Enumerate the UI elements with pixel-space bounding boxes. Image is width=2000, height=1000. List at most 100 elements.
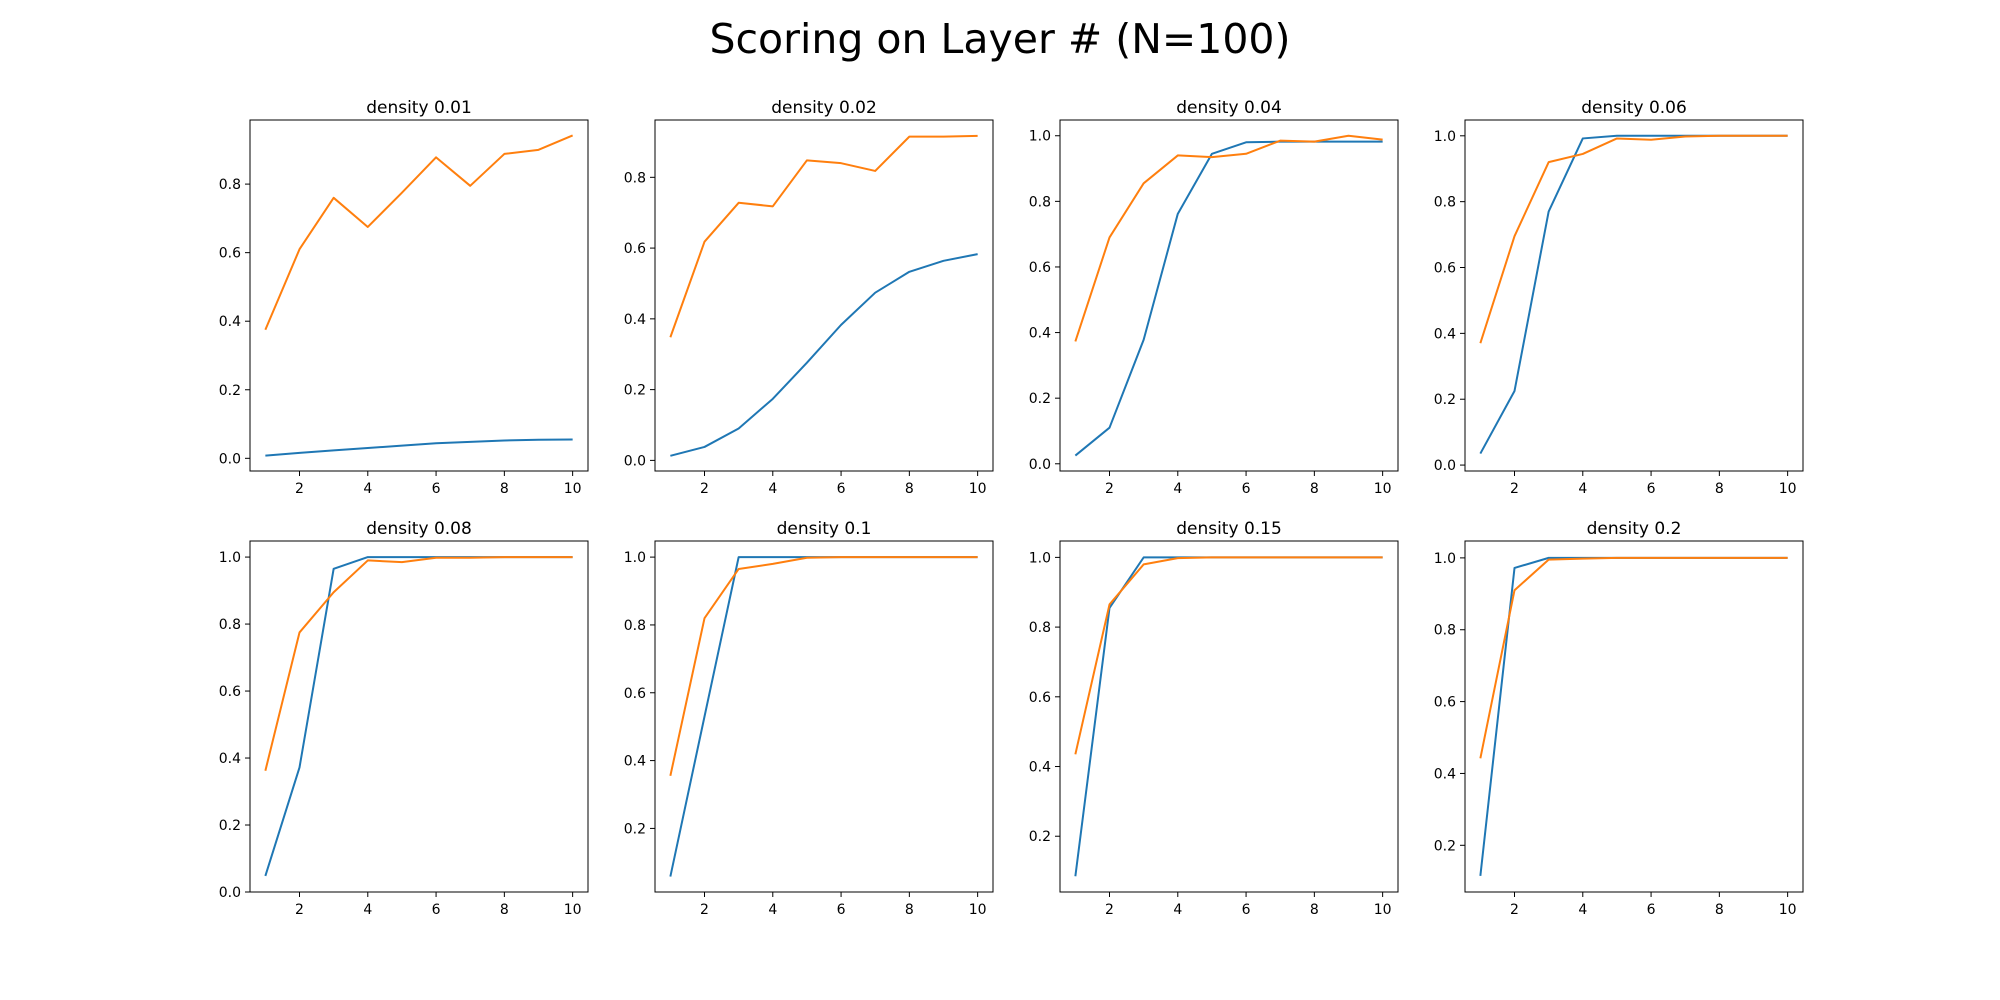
y-tick-label: 0.8: [219, 177, 241, 193]
subplot-8: density 0.2 2 4 6 8 10 0.2 0.4 0.6 0.8 1.0: [1434, 519, 1804, 918]
x-tick-label: 6: [1242, 481, 1251, 497]
x-tick-label: 2: [1105, 481, 1114, 497]
x-tick-label: 2: [1510, 481, 1519, 497]
subplot-title: density 0.08: [366, 519, 472, 539]
y-tick-label: 0.0: [624, 453, 646, 469]
x-tick-label: 2: [700, 902, 709, 918]
x-tick-label: 2: [295, 481, 304, 497]
y-tick-label: 0.4: [219, 314, 241, 330]
y-tick-label: 0.2: [219, 818, 241, 834]
y-tick-label: 1.0: [624, 550, 646, 566]
y-tick-label: 0.2: [1434, 392, 1456, 408]
y-tick-label: 0.2: [219, 383, 241, 399]
subplot-title: density 0.04: [1176, 98, 1282, 118]
axes-frame: [654, 540, 994, 893]
axes-frame: [654, 119, 994, 472]
y-tick-label: 1.0: [1434, 129, 1456, 145]
x-tick-label: 6: [837, 481, 846, 497]
axes-frame: [249, 540, 589, 893]
y-tick-label: 0.6: [219, 246, 241, 262]
series-1-line: [1479, 556, 1788, 876]
series-1-line: [265, 438, 573, 457]
subplot-1: density 0.01 2 4 6 8 10 0.0 0.2 0.4 0.6 0.8: [219, 98, 589, 497]
y-tick-label: 0.6: [624, 686, 646, 702]
y-tick-label: 0.6: [624, 241, 646, 257]
x-tick-label: 10: [564, 481, 582, 497]
series-2-line: [669, 556, 978, 777]
x-tick-label: 8: [905, 902, 914, 918]
subplot-3: density 0.04 2 4 6 8 10 0.0 0.2 0.4 0.6 0.8 1.0: [1029, 98, 1399, 497]
x-tick-label: 8: [1715, 481, 1724, 497]
series-2-line: [669, 134, 978, 338]
x-tick-label: 4: [1578, 902, 1587, 918]
axes-frame: [1464, 119, 1804, 472]
x-tick-label: 8: [500, 902, 509, 918]
x-tick-label: 6: [1242, 902, 1251, 918]
subplot-5: density 0.08 2 4 6 8 10 0.0 0.2 0.4 0.6 0.8 1.0: [219, 519, 589, 918]
series-1-line: [1074, 556, 1383, 877]
y-tick-label: 0.8: [1029, 620, 1051, 636]
y-tick-label: 1.0: [219, 550, 241, 566]
y-tick-label: 0.2: [624, 383, 646, 399]
x-tick-label: 4: [1173, 481, 1182, 497]
subplot-title: density 0.02: [771, 98, 877, 118]
series-2-line: [1074, 134, 1383, 342]
x-tick-label: 10: [1374, 902, 1392, 918]
y-tick-label: 1.0: [1029, 129, 1051, 145]
series-2-line: [264, 134, 574, 331]
series-2-line: [264, 556, 573, 771]
y-tick-label: 0.4: [219, 751, 241, 767]
y-tick-label: 0.2: [1029, 829, 1051, 845]
x-tick-label: 8: [500, 481, 509, 497]
x-tick-label: 2: [1105, 902, 1114, 918]
x-tick-label: 4: [363, 902, 372, 918]
y-tick-label: 0.8: [1434, 195, 1456, 211]
axes-frame: [249, 119, 589, 472]
subplot-2: density 0.02 2 4 6 8 10 0.0 0.2 0.4 0.6 0.8: [624, 98, 994, 497]
subplot-title: density 0.1: [777, 519, 872, 539]
x-tick-label: 6: [432, 481, 441, 497]
x-tick-label: 10: [969, 902, 987, 918]
y-tick-label: 0.6: [1434, 261, 1456, 277]
x-tick-label: 2: [700, 481, 709, 497]
y-tick-label: 0.6: [1029, 690, 1051, 706]
series-2-line: [1074, 556, 1383, 755]
x-tick-label: 10: [1779, 902, 1797, 918]
y-tick-label: 0.0: [219, 451, 241, 467]
y-tick-label: 0.8: [1029, 194, 1051, 210]
y-tick-label: 1.0: [1029, 550, 1051, 566]
figure-title: Scoring on Layer # (N=100): [709, 15, 1291, 63]
y-tick-label: 0.0: [219, 885, 241, 901]
series-1-line: [264, 556, 573, 877]
axes-frame: [1059, 540, 1399, 893]
y-tick-label: 0.6: [219, 684, 241, 700]
subplot-4: density 0.06 2 4 6 8 10 0.0 0.2 0.4 0.6 0.8 1.0: [1434, 98, 1804, 497]
series-1-line: [670, 253, 978, 457]
x-tick-label: 4: [768, 481, 777, 497]
y-tick-label: 1.0: [1434, 551, 1456, 567]
series-2-line: [1479, 556, 1788, 759]
y-tick-label: 0.8: [219, 617, 241, 633]
y-tick-label: 0.8: [624, 618, 646, 634]
y-tick-label: 0.0: [1029, 457, 1051, 473]
x-tick-label: 2: [1510, 902, 1519, 918]
y-tick-label: 0.4: [1434, 326, 1456, 342]
subplot-title: density 0.06: [1581, 98, 1687, 118]
y-tick-label: 0.0: [1434, 458, 1456, 474]
x-tick-label: 4: [1173, 902, 1182, 918]
x-tick-label: 6: [1647, 481, 1656, 497]
y-tick-label: 0.4: [624, 312, 646, 328]
x-tick-label: 10: [1374, 481, 1392, 497]
x-tick-label: 8: [1715, 902, 1724, 918]
y-tick-label: 0.2: [1434, 838, 1456, 854]
subplot-7: density 0.15 2 4 6 8 10 0.2 0.4 0.6 0.8 1.0: [1029, 519, 1399, 918]
subplot-6: density 0.1 2 4 6 8 10 0.2 0.4 0.6 0.8 1.0: [624, 519, 994, 918]
y-tick-label: 0.8: [624, 170, 646, 186]
subplot-title: density 0.15: [1176, 519, 1282, 539]
axes-frame: [1464, 540, 1804, 893]
x-tick-label: 10: [564, 902, 582, 918]
y-tick-label: 0.6: [1434, 695, 1456, 711]
x-tick-label: 6: [837, 902, 846, 918]
x-tick-label: 6: [1647, 902, 1656, 918]
